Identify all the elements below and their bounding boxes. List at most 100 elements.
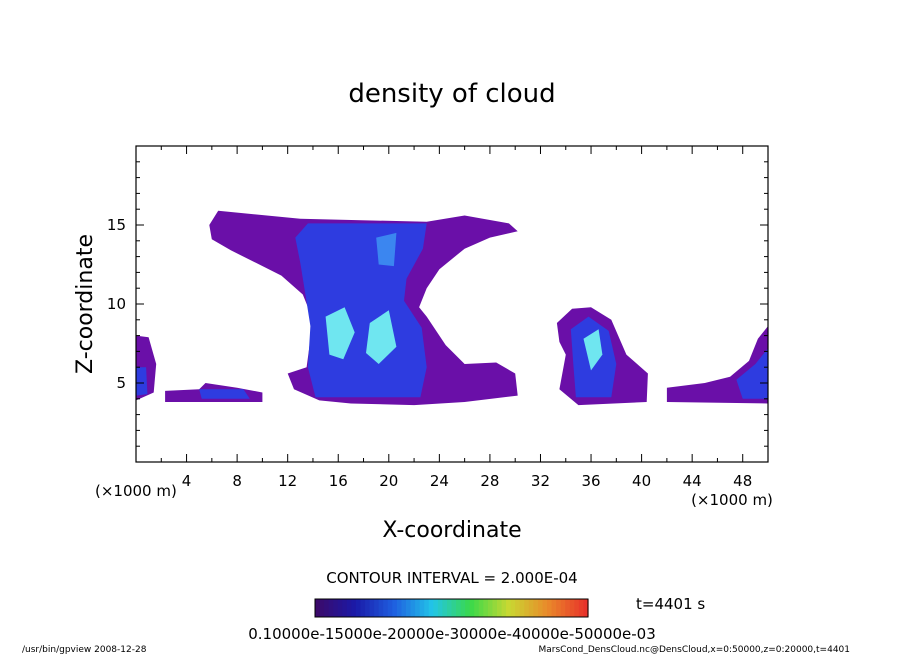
colorbar-step bbox=[501, 599, 507, 617]
colorbar-step bbox=[396, 599, 403, 617]
x-tick-label: 24 bbox=[430, 472, 449, 490]
colorbar-step bbox=[451, 599, 457, 617]
colorbar-step bbox=[351, 599, 357, 617]
core-highlight bbox=[366, 310, 397, 364]
colorbar-tick-labels: 0.10000e-15000e-20000e-30000e-40000e-500… bbox=[248, 625, 656, 643]
colorbar-step bbox=[442, 599, 448, 617]
colorbar-step bbox=[492, 599, 498, 617]
colorbar bbox=[314, 598, 589, 618]
colorbar-step bbox=[510, 599, 516, 617]
colorbar-step bbox=[328, 599, 334, 617]
x-unit-left: (×1000 m) bbox=[95, 482, 177, 500]
plot-frame bbox=[135, 145, 769, 463]
colorbar-step bbox=[410, 599, 416, 617]
footer-right: MarsCond_DensCloud.nc@DensCloud,x=0:5000… bbox=[539, 645, 851, 654]
colorbar-step bbox=[374, 599, 380, 617]
colorbar-step bbox=[547, 599, 553, 617]
colorbar-step bbox=[319, 599, 325, 617]
colorbar-step bbox=[542, 599, 548, 617]
colorbar-step bbox=[515, 599, 521, 617]
chart-title: density of cloud bbox=[348, 79, 555, 109]
colorbar-step bbox=[419, 599, 425, 617]
colorbar-step bbox=[574, 599, 580, 617]
cloud-density-field bbox=[136, 210, 768, 406]
y-tick-label: 5 bbox=[116, 374, 126, 392]
y-tick-label: 15 bbox=[107, 216, 126, 234]
core-highlight-upper bbox=[376, 232, 397, 267]
x-tick-label: 20 bbox=[379, 472, 398, 490]
x-tick-label: 36 bbox=[581, 472, 600, 490]
colorbar-step bbox=[524, 599, 530, 617]
low-cloud-left-core bbox=[199, 389, 250, 399]
x-tick-label: 28 bbox=[480, 472, 499, 490]
colorbar-step bbox=[346, 599, 352, 617]
colorbar-step bbox=[469, 599, 475, 617]
x-tick-label: 32 bbox=[531, 472, 550, 490]
colorbar-step bbox=[497, 599, 503, 617]
colorbar-step bbox=[537, 599, 544, 617]
colorbar-step bbox=[433, 599, 439, 617]
colorbar-step bbox=[474, 599, 480, 617]
colorbar-step bbox=[478, 599, 484, 617]
contour-interval-text: CONTOUR INTERVAL = 2.000E-04 bbox=[326, 569, 577, 587]
colorbar-step bbox=[365, 599, 371, 617]
colorbar-step bbox=[424, 599, 430, 617]
x-unit-right: (×1000 m) bbox=[691, 491, 773, 509]
edge-cloud-left-core bbox=[136, 367, 148, 396]
low-cloud-right-core bbox=[736, 348, 768, 399]
colorbar-step bbox=[556, 599, 562, 617]
colorbar-step bbox=[519, 599, 525, 617]
colorbar-step bbox=[578, 599, 585, 617]
x-axis-label: X-coordinate bbox=[382, 518, 521, 543]
colorbar-step bbox=[392, 599, 398, 617]
x-axis: 4 8 12 16 20 24 28 32 36 40 44 48 bbox=[160, 146, 752, 490]
colorbar-step bbox=[342, 599, 348, 617]
x-tick-label: 44 bbox=[683, 472, 702, 490]
colorbar-step bbox=[446, 599, 453, 617]
x-tick-label: 12 bbox=[278, 472, 297, 490]
colorbar-step bbox=[456, 599, 462, 617]
colorbar-step bbox=[383, 599, 389, 617]
y-tick-label: 10 bbox=[107, 295, 126, 313]
x-tick-label: 4 bbox=[182, 472, 192, 490]
colorbar-step bbox=[560, 599, 566, 617]
colorbar-frame bbox=[314, 598, 589, 618]
colorbar-step bbox=[415, 599, 421, 617]
core-highlight bbox=[325, 307, 355, 360]
colorbar-step bbox=[337, 599, 343, 617]
y-axis-label: Z-coordinate bbox=[73, 234, 98, 374]
colorbar-step bbox=[487, 599, 494, 617]
x-tick-label: 40 bbox=[632, 472, 651, 490]
colorbar-step bbox=[333, 599, 339, 617]
x-tick-label: 48 bbox=[733, 472, 752, 490]
colorbar-step bbox=[460, 599, 466, 617]
colorbar-step bbox=[406, 599, 412, 617]
colorbar-step bbox=[360, 599, 366, 617]
colorbar-step bbox=[551, 599, 557, 617]
colorbar-step bbox=[378, 599, 384, 617]
colorbar-step bbox=[324, 599, 330, 617]
colorbar-step bbox=[506, 599, 512, 617]
colorbar-step bbox=[387, 599, 393, 617]
x-tick-label: 16 bbox=[329, 472, 348, 490]
anvil-cloud-core bbox=[295, 223, 427, 398]
colorbar-step bbox=[583, 599, 589, 617]
tower-cloud-highlight bbox=[583, 329, 603, 371]
colorbar-step bbox=[428, 599, 434, 617]
time-label: t=4401 s bbox=[636, 595, 705, 613]
colorbar-step bbox=[528, 599, 534, 617]
colorbar-step bbox=[369, 599, 375, 617]
colorbar-step bbox=[315, 599, 321, 617]
colorbar-step bbox=[437, 599, 443, 617]
colorbar-step bbox=[565, 599, 571, 617]
x-tick-label: 8 bbox=[232, 472, 242, 490]
y-axis: 5 10 15 bbox=[107, 161, 768, 447]
footer-left: /usr/bin/gpview 2008-12-28 bbox=[22, 645, 147, 654]
colorbar-step bbox=[401, 599, 407, 617]
colorbar-step bbox=[533, 599, 539, 617]
colorbar-step bbox=[355, 599, 362, 617]
colorbar-step bbox=[569, 599, 575, 617]
colorbar-step bbox=[483, 599, 489, 617]
